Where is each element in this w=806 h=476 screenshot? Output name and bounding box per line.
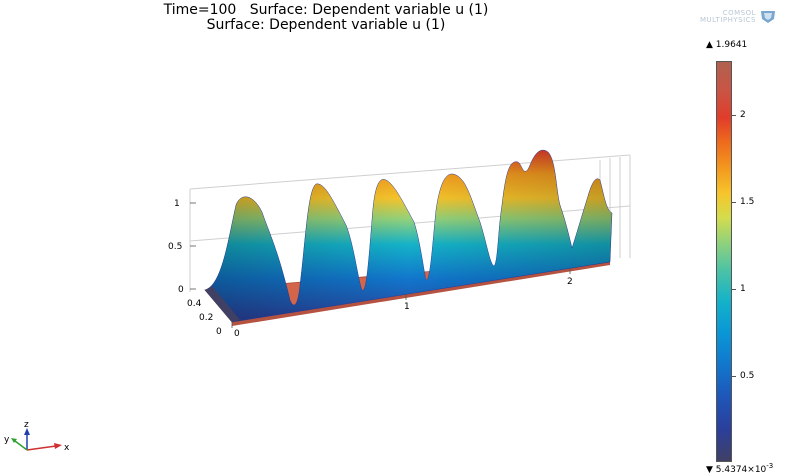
colorbar-min: ▼ 5.4374×10-3 bbox=[706, 462, 773, 475]
comsol-logo: COMSOL MULTIPHYSICS bbox=[678, 10, 782, 24]
colorbar-tick-label: 1 bbox=[740, 284, 746, 294]
y-tick-label: 0.2 bbox=[199, 313, 213, 323]
axis-triad: z x y bbox=[4, 420, 70, 453]
plot-title: Time=100 Surface: Dependent variable u (… bbox=[163, 2, 489, 18]
colorbar-tick bbox=[732, 289, 736, 290]
logo-text: COMSOL MULTIPHYSICS bbox=[699, 9, 756, 24]
z-tick-label: 0.5 bbox=[168, 242, 182, 252]
colorbar-tick-label: 1.5 bbox=[740, 197, 755, 207]
triad-y-label: y bbox=[4, 435, 10, 445]
max-triangle-icon: ▲ bbox=[706, 40, 713, 50]
colorbar-tick-label: 2 bbox=[740, 110, 746, 120]
surface-shading bbox=[205, 150, 612, 322]
triad-x-label: x bbox=[64, 443, 70, 453]
colorbar-max: ▲ 1.9641 bbox=[706, 40, 747, 50]
colorbar-max-value: 1.9641 bbox=[715, 40, 748, 50]
colorbar-min-value: 5.4374×10 bbox=[715, 465, 767, 475]
logo-shield-icon bbox=[761, 11, 775, 23]
triad-z-label: z bbox=[24, 420, 29, 430]
colorbar-tick bbox=[732, 376, 736, 377]
colorbar bbox=[716, 61, 732, 462]
plot-subtitle: Surface: Dependent variable u (1) bbox=[206, 17, 446, 33]
min-triangle-icon: ▼ bbox=[706, 465, 713, 475]
x-tick-label: 2 bbox=[567, 277, 573, 287]
z-tick-label: 0 bbox=[178, 285, 184, 295]
domain-floor-edge bbox=[232, 262, 610, 326]
z-axis bbox=[190, 202, 196, 290]
x-tick-label: 1 bbox=[404, 302, 410, 312]
y-tick-label: 0.4 bbox=[187, 299, 202, 309]
colorbar-tick bbox=[732, 202, 736, 203]
y-tick-label: 0 bbox=[216, 327, 222, 337]
colorbar-min-exponent: -3 bbox=[766, 462, 774, 470]
z-tick-label: 1 bbox=[174, 199, 180, 209]
surface-front-face bbox=[205, 286, 240, 322]
colorbar-tick-label: 0.5 bbox=[740, 371, 755, 381]
x-axis bbox=[231, 268, 571, 328]
x-tick-label: 0 bbox=[234, 329, 240, 339]
colorbar-tick bbox=[732, 115, 736, 116]
